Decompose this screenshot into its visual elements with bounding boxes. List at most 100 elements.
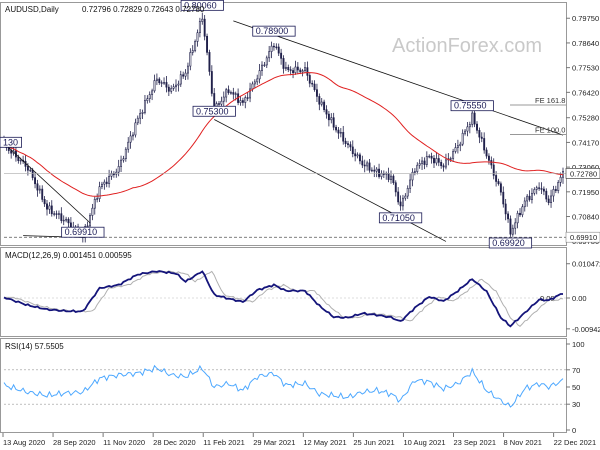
candle-body <box>265 57 268 66</box>
candle-body <box>155 78 158 81</box>
candle-body <box>387 173 390 180</box>
candle-body <box>311 82 314 85</box>
candle-body <box>65 218 68 221</box>
x-axis: 13 Aug 2020 28 Sep 2020 11 Nov 2020 28 Dec … <box>2 433 596 447</box>
moving-average-line <box>3 72 564 197</box>
candle-body <box>57 213 60 215</box>
candle-body <box>497 181 500 185</box>
candle-body <box>86 225 89 227</box>
candle-body <box>29 169 32 172</box>
candle-body <box>504 203 507 215</box>
rsi-ytick-label: 100 <box>572 340 585 349</box>
candle-body <box>454 147 457 152</box>
swing-label: 0.69910 <box>65 227 98 237</box>
candle-body <box>554 189 557 191</box>
price-ytick-label: 0.74170 <box>572 138 599 147</box>
candle-body <box>139 113 142 119</box>
candle-body <box>246 97 249 99</box>
candle-body <box>375 168 378 172</box>
candle-body <box>19 159 22 162</box>
candle-body <box>158 78 161 84</box>
candle-body <box>124 148 127 159</box>
x-tick-label: 10 Aug 2021 <box>403 438 445 447</box>
candle-body <box>100 183 103 187</box>
candle-body <box>466 126 469 132</box>
candle-body <box>91 207 94 216</box>
candle-body <box>416 164 419 172</box>
candle-body <box>184 72 187 77</box>
x-tick-label: 8 Nov 2021 <box>504 438 542 447</box>
candle-body <box>284 67 287 69</box>
candle-body <box>476 123 478 131</box>
candle-body <box>186 65 189 74</box>
macd-ytick-label: 0.010472 <box>572 260 600 269</box>
candle-body <box>270 45 273 52</box>
candle-body <box>342 132 345 142</box>
candle-body <box>110 173 113 177</box>
candle-body <box>148 94 151 99</box>
candle-body <box>268 51 271 59</box>
candle-body <box>530 192 533 200</box>
candle-body <box>318 96 321 105</box>
candle-body <box>98 186 101 199</box>
swing-label: 0.71050 <box>382 213 415 223</box>
candle-body <box>46 203 48 210</box>
candle-body <box>313 83 316 90</box>
candle-body <box>487 155 490 161</box>
candle-body <box>349 144 352 148</box>
candle-body <box>533 189 536 194</box>
candle-body <box>299 69 302 73</box>
candle-body <box>452 151 455 159</box>
candle-body <box>323 101 326 110</box>
candle-body <box>499 183 502 193</box>
candle-body <box>347 143 349 145</box>
candle-body <box>552 189 555 197</box>
candle-body <box>50 205 53 215</box>
candle-body <box>191 50 194 53</box>
candle-body <box>327 113 330 121</box>
candle-body <box>198 21 201 34</box>
candle-body <box>151 90 154 95</box>
candle-body <box>433 157 435 164</box>
candle-body <box>428 155 431 158</box>
candle-body <box>480 136 483 139</box>
candle-body <box>38 188 41 191</box>
candle-body <box>218 103 220 105</box>
x-tick-label: 28 Sep 2020 <box>53 438 96 447</box>
candle-body <box>122 158 125 161</box>
candle-body <box>471 112 474 125</box>
candle-body <box>404 195 407 199</box>
macd-ytick-label: 0.00 <box>572 294 587 303</box>
x-tick-label: 11 Nov 2020 <box>103 438 145 447</box>
rsi-ytick-label: 50 <box>572 383 580 392</box>
candle-body <box>253 81 256 85</box>
candle-body <box>330 117 333 121</box>
macd-signal-line <box>4 270 564 327</box>
ohlc-header: 0.72796 0.72829 0.72643 0.72780 <box>82 5 205 14</box>
candle-body <box>492 164 495 176</box>
rsi-ytick-label: 70 <box>572 366 580 375</box>
candle-body <box>399 201 402 207</box>
swing-label-box <box>61 226 105 238</box>
candle-body <box>34 177 37 185</box>
candle-body <box>105 181 108 184</box>
candle-body <box>117 166 120 173</box>
swing-label-box <box>192 105 236 117</box>
rsi-panel-frame <box>0 338 567 433</box>
candle-body <box>55 213 58 215</box>
candle-body <box>256 78 259 83</box>
candle-body <box>258 70 261 80</box>
candle-body <box>292 70 295 74</box>
candle-body <box>62 219 65 222</box>
x-tick-label: 11 Feb 2021 <box>203 438 245 447</box>
fib-label: FE 100.0 <box>535 126 565 135</box>
swing-label: 0.75300 <box>196 106 229 116</box>
candle-body <box>325 109 328 115</box>
candle-body <box>437 158 440 163</box>
candle-body <box>31 169 34 178</box>
candle-body <box>332 117 335 128</box>
candle-body <box>538 187 541 189</box>
candle-body <box>521 206 524 216</box>
candle-body <box>239 100 242 103</box>
candle-body <box>502 191 505 205</box>
